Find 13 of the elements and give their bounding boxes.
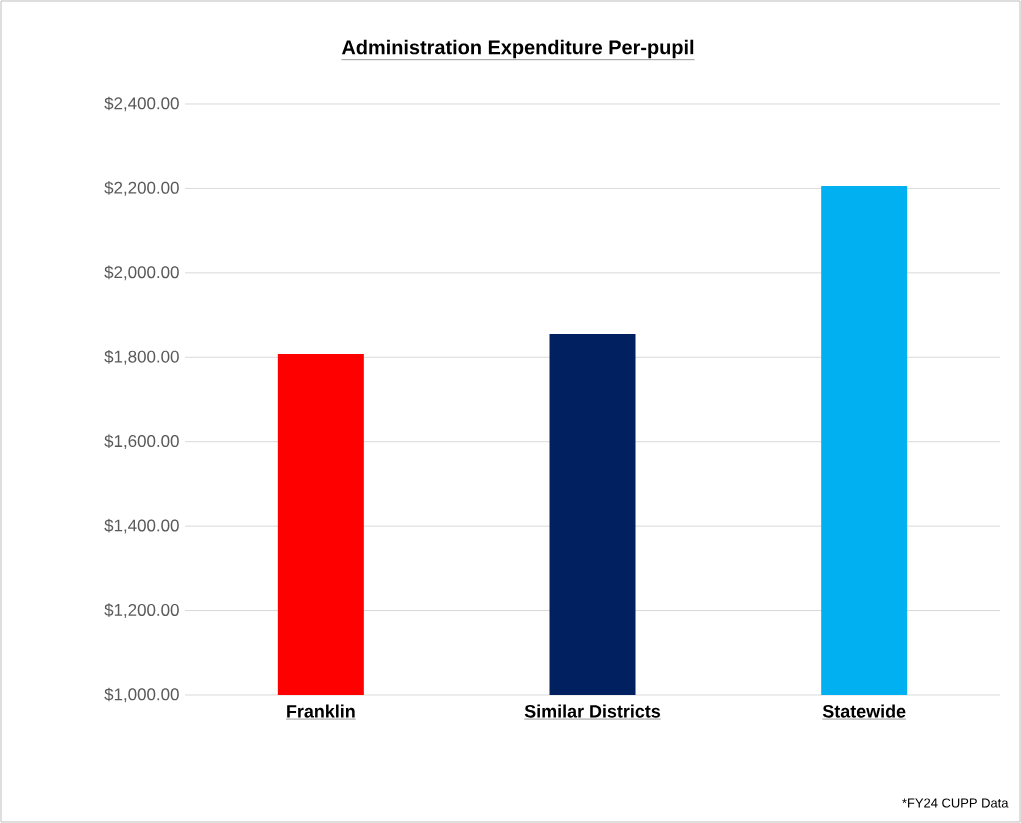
y-tick-label: $1,800.00	[104, 349, 179, 365]
chart-title: Administration Expenditure Per-pupil	[341, 39, 694, 59]
x-tick-label: Statewide	[822, 704, 906, 718]
y-tick-label: $1,200.00	[104, 603, 179, 618]
y-tick-label: $1,600.00	[104, 434, 179, 450]
y-tick-label: $2,000.00	[104, 265, 179, 281]
y-tick-label: $2,200.00	[104, 181, 179, 196]
x-tick-label: Franklin	[287, 704, 355, 718]
text: *FY24 CUPP Data	[902, 798, 1009, 808]
y-tick-label: $2,400.00	[104, 96, 179, 112]
y-tick-label: $1,000.00	[104, 687, 179, 703]
y-tick-label: $1,400.00	[104, 518, 179, 534]
x-tick-label: Similar Districts	[524, 704, 661, 718]
